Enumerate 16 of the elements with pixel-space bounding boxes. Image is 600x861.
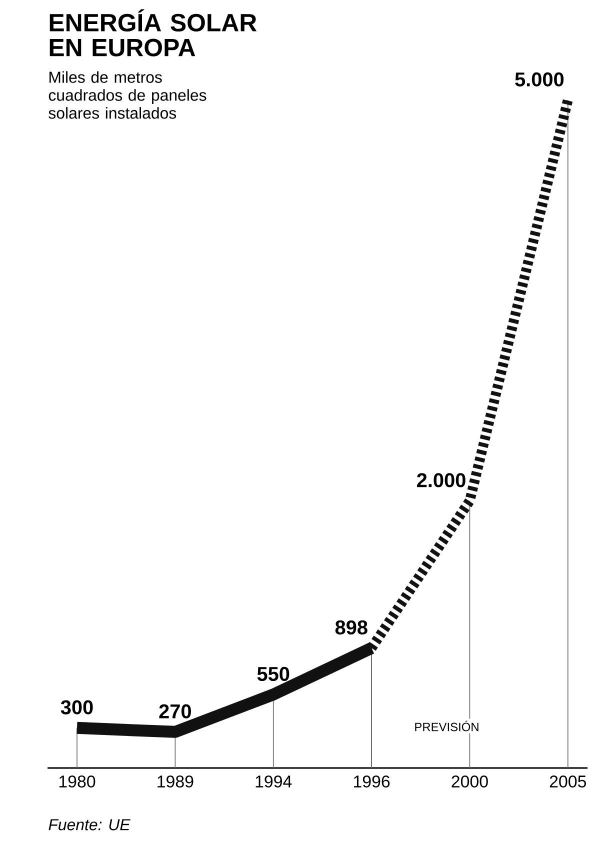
x-tick-label: 1996 bbox=[354, 776, 390, 788]
chart-subtitle: Miles de metros cuadrados de paneles solares instalados bbox=[48, 71, 206, 119]
x-tick-label: 1989 bbox=[158, 776, 194, 788]
data-label: 898 bbox=[335, 620, 368, 634]
data-label: 550 bbox=[257, 666, 290, 681]
data-label: 2.000 bbox=[417, 473, 466, 488]
chart-title: ENERGÍA SOLAR EN EUROPA bbox=[50, 9, 257, 56]
source-note: Fuente: UE bbox=[48, 819, 130, 830]
data-label: 300 bbox=[60, 700, 93, 714]
x-tick-label: 2000 bbox=[452, 776, 488, 788]
x-tick-label: 1980 bbox=[59, 776, 96, 788]
data-label: 270 bbox=[159, 704, 191, 718]
annotation: PREVISIÓN bbox=[415, 720, 478, 732]
x-tick-label: 1994 bbox=[256, 776, 292, 788]
data-label: 5.000 bbox=[515, 72, 564, 86]
x-tick-label: 2005 bbox=[550, 776, 586, 788]
